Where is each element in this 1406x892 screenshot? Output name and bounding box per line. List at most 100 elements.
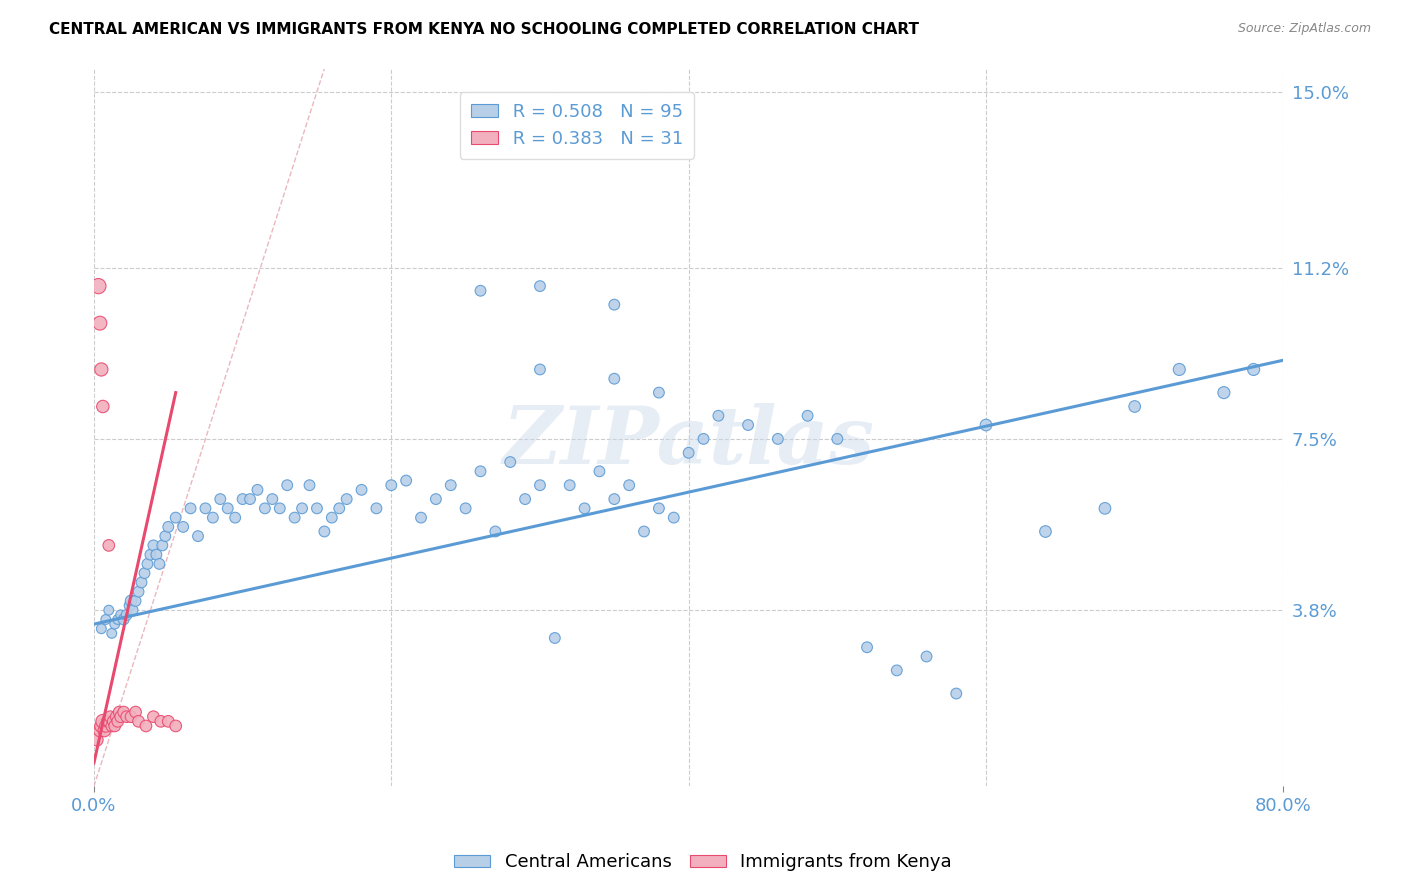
Point — [118, 599, 141, 613]
Point — [97, 603, 120, 617]
Point — [395, 474, 418, 488]
Point — [100, 626, 122, 640]
Point — [91, 400, 114, 414]
Point — [529, 478, 551, 492]
Point — [194, 501, 217, 516]
Point — [314, 524, 336, 539]
Point — [409, 510, 432, 524]
Point — [350, 483, 373, 497]
Point — [974, 417, 997, 432]
Point — [201, 510, 224, 524]
Point — [107, 612, 129, 626]
Point — [633, 524, 655, 539]
Point — [886, 664, 908, 678]
Point — [115, 709, 138, 723]
Point — [662, 510, 685, 524]
Text: ZIPatlas: ZIPatlas — [502, 403, 875, 481]
Point — [145, 548, 167, 562]
Point — [1094, 501, 1116, 516]
Point — [588, 464, 610, 478]
Point — [484, 524, 506, 539]
Point — [737, 417, 759, 432]
Point — [827, 432, 849, 446]
Point — [603, 372, 626, 386]
Point — [104, 617, 127, 632]
Point — [94, 719, 117, 733]
Point — [1212, 385, 1234, 400]
Point — [276, 478, 298, 492]
Point — [529, 362, 551, 376]
Point — [380, 478, 402, 492]
Point — [128, 584, 150, 599]
Point — [291, 501, 314, 516]
Point — [115, 607, 138, 622]
Point — [945, 687, 967, 701]
Point — [165, 719, 187, 733]
Point — [90, 622, 112, 636]
Point — [150, 538, 173, 552]
Point — [107, 714, 129, 729]
Point — [678, 446, 700, 460]
Point — [328, 501, 350, 516]
Point — [1168, 362, 1191, 376]
Point — [298, 478, 321, 492]
Point — [135, 719, 157, 733]
Point — [915, 649, 938, 664]
Point — [187, 529, 209, 543]
Point — [246, 483, 269, 497]
Point — [172, 520, 194, 534]
Point — [90, 719, 112, 733]
Point — [305, 501, 328, 516]
Point — [103, 714, 125, 729]
Point — [97, 714, 120, 729]
Point — [209, 492, 232, 507]
Point — [134, 566, 156, 581]
Point — [470, 284, 492, 298]
Point — [513, 492, 536, 507]
Point — [87, 279, 110, 293]
Point — [321, 510, 343, 524]
Point — [239, 492, 262, 507]
Point — [648, 385, 671, 400]
Point — [105, 709, 128, 723]
Point — [89, 723, 111, 738]
Point — [124, 594, 146, 608]
Point — [232, 492, 254, 507]
Point — [149, 714, 172, 729]
Point — [603, 298, 626, 312]
Point — [284, 510, 307, 524]
Legend:  R = 0.508   N = 95,  R = 0.383   N = 31: R = 0.508 N = 95, R = 0.383 N = 31 — [460, 92, 693, 159]
Point — [165, 510, 187, 524]
Point — [104, 719, 127, 733]
Point — [96, 714, 118, 729]
Point — [440, 478, 463, 492]
Point — [121, 603, 143, 617]
Point — [98, 709, 121, 723]
Point — [617, 478, 640, 492]
Point — [120, 594, 142, 608]
Text: CENTRAL AMERICAN VS IMMIGRANTS FROM KENYA NO SCHOOLING COMPLETED CORRELATION CHA: CENTRAL AMERICAN VS IMMIGRANTS FROM KENY… — [49, 22, 920, 37]
Point — [90, 362, 112, 376]
Point — [544, 631, 567, 645]
Point — [366, 501, 388, 516]
Point — [217, 501, 239, 516]
Point — [796, 409, 818, 423]
Point — [529, 279, 551, 293]
Point — [707, 409, 730, 423]
Point — [124, 705, 146, 719]
Point — [157, 714, 180, 729]
Point — [180, 501, 202, 516]
Point — [108, 705, 131, 719]
Point — [558, 478, 581, 492]
Point — [94, 612, 117, 626]
Point — [131, 575, 153, 590]
Point — [148, 557, 170, 571]
Point — [110, 607, 132, 622]
Point — [470, 464, 492, 478]
Point — [499, 455, 522, 469]
Point — [91, 714, 114, 729]
Point — [93, 723, 115, 738]
Point — [139, 548, 162, 562]
Point — [110, 709, 132, 723]
Point — [1243, 362, 1265, 376]
